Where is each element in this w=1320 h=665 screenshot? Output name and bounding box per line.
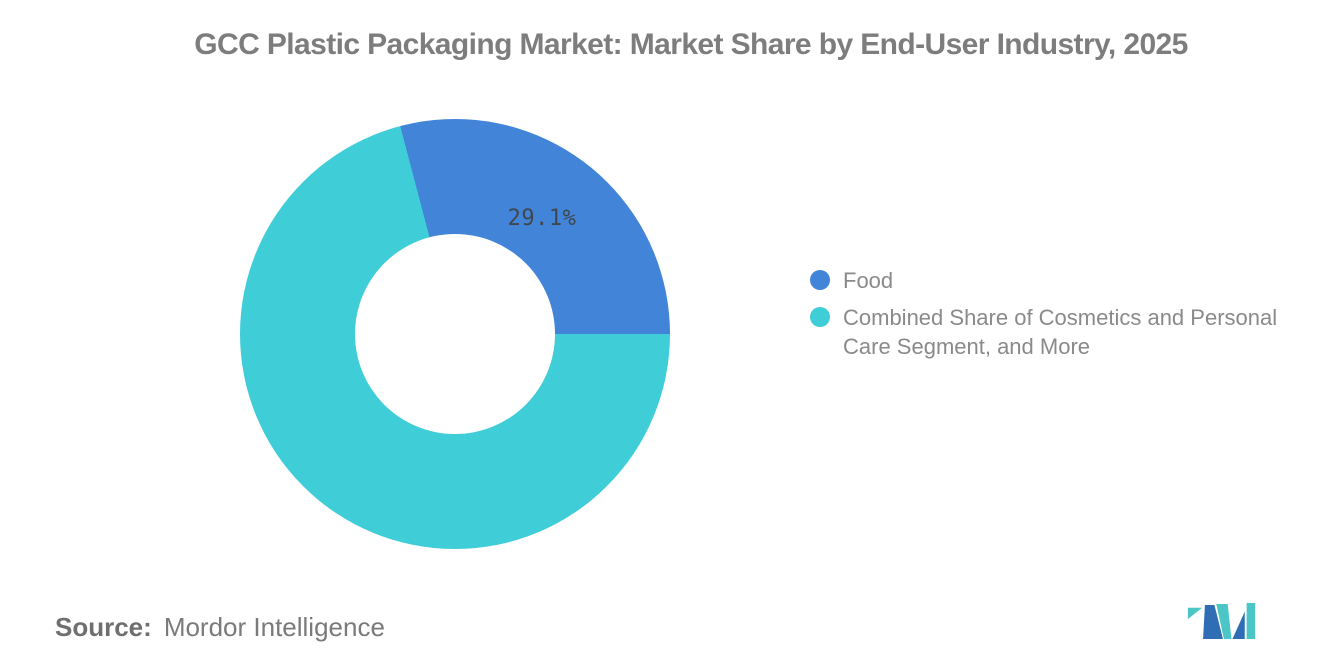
legend: Food Combined Share of Cosmetics and Per… xyxy=(810,266,1295,361)
legend-label-cosmetics: Combined Share of Cosmetics and Personal… xyxy=(843,305,1278,359)
logo-shape-teal-mid xyxy=(1216,604,1232,640)
mordor-intelligence-logo xyxy=(1187,603,1256,640)
donut-hole xyxy=(355,234,555,434)
legend-dot-food xyxy=(810,270,830,290)
chart-title: GCC Plastic Packaging Market: Market Sha… xyxy=(194,28,1188,61)
logo-shape-blue-right xyxy=(1232,611,1245,640)
legend-dot-cosmetics xyxy=(810,307,830,327)
source-line: Source: Mordor Intelligence xyxy=(55,612,385,643)
logo-shape-teal-bar xyxy=(1246,603,1256,640)
slice-data-label: 29.1% xyxy=(507,206,577,231)
source-value: Mordor Intelligence xyxy=(163,612,385,642)
legend-item-cosmetics: Combined Share of Cosmetics and Personal… xyxy=(810,303,1295,361)
logo-shape-teal-peak xyxy=(1187,607,1203,620)
source-label: Source: xyxy=(55,612,152,642)
legend-item-food: Food xyxy=(810,266,1295,295)
donut-chart-area: 29.1% xyxy=(240,119,670,549)
legend-label-food: Food xyxy=(843,268,894,293)
logo-shape-blue-left xyxy=(1203,604,1223,640)
